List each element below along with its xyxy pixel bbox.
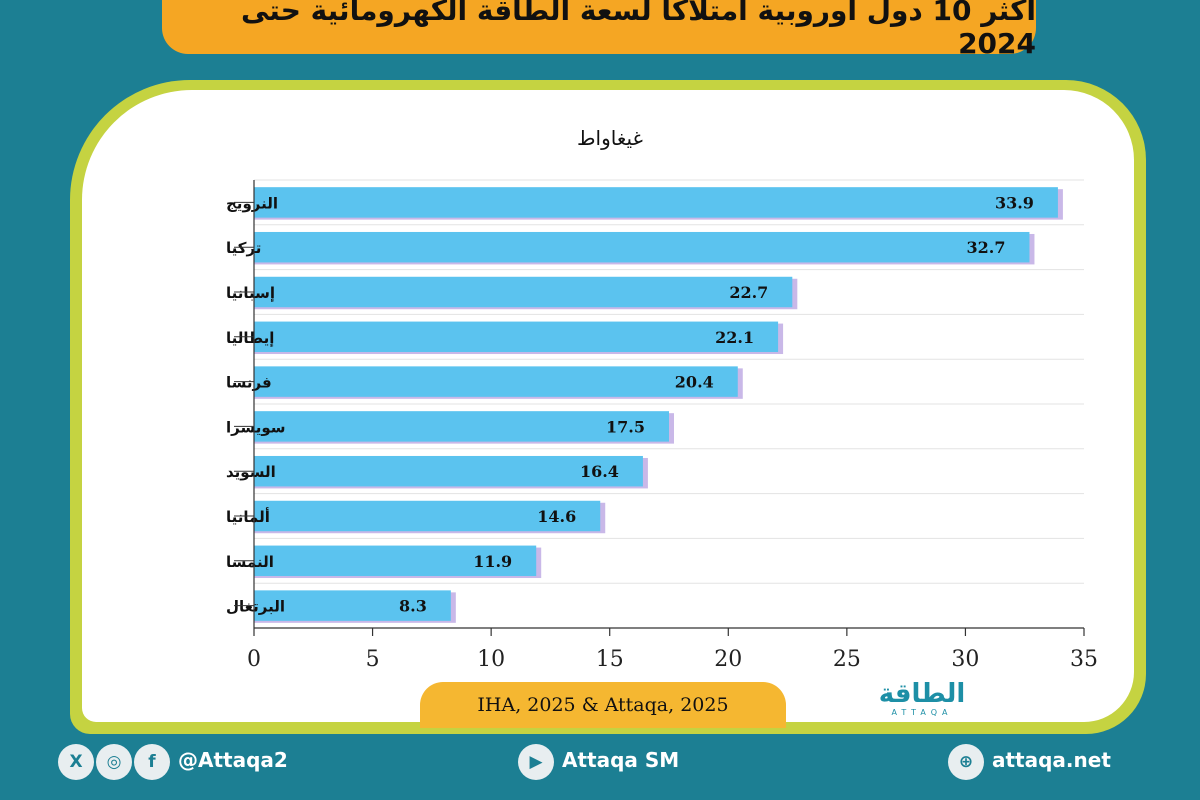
x-tick-label: 5 <box>366 647 380 672</box>
source-text: IHA, 2025 & Attaqa, 2025 <box>477 694 729 716</box>
logo-latin: ATTAQA <box>891 708 953 717</box>
instagram-icon[interactable]: ◎ <box>96 744 132 780</box>
bar <box>254 366 738 397</box>
website-link[interactable]: attaqa.net <box>992 748 1111 772</box>
bar <box>254 187 1058 218</box>
bar <box>254 231 1030 263</box>
value-label: 16.4 <box>580 462 619 481</box>
logo-arabic: الطاقة <box>878 679 966 709</box>
social-handle[interactable]: @Attaqa2 <box>178 748 288 772</box>
x-tick-label: 35 <box>1070 647 1098 672</box>
title-banner: أكثر 10 دول أوروبية امتلاكًا لسعة الطاقة… <box>162 0 1036 60</box>
bar <box>254 545 537 577</box>
x-tick-label: 20 <box>714 647 742 672</box>
youtube-icon[interactable]: ▶ <box>518 744 554 780</box>
unit-label: غيغاواط <box>577 126 643 150</box>
value-label: 33.9 <box>995 193 1034 212</box>
bar <box>254 500 601 532</box>
category-label: النمسا <box>226 553 274 571</box>
value-label: 8.3 <box>399 597 427 616</box>
category-label: تركيا <box>226 239 261 257</box>
chart-title: أكثر 10 دول أوروبية امتلاكًا لسعة الطاقة… <box>240 0 1036 60</box>
x-tick-label: 15 <box>596 647 624 672</box>
source-badge: IHA, 2025 & Attaqa, 2025 <box>420 682 786 728</box>
category-label: النرويج <box>226 194 278 212</box>
category-label: إسبانيا <box>226 284 275 302</box>
bar <box>254 411 669 442</box>
category-label: فرنسا <box>226 374 272 392</box>
value-label: 22.1 <box>715 328 754 347</box>
category-label: البرتغال <box>226 598 285 616</box>
youtube-channel[interactable]: Attaqa SM <box>562 748 680 772</box>
bar <box>254 590 451 621</box>
value-label: 22.7 <box>729 283 768 302</box>
value-label: 20.4 <box>675 373 714 392</box>
footer: X ◎ f @Attaqa2 ▶ Attaqa SM ⊕ attaqa.net <box>0 740 1200 800</box>
bar <box>254 321 779 353</box>
category-label: سويسرا <box>226 418 286 436</box>
x-tick-label: 25 <box>833 647 861 672</box>
value-label: 14.6 <box>537 507 576 526</box>
x-tick-label: 10 <box>477 647 505 672</box>
value-label: 32.7 <box>966 238 1005 257</box>
globe-icon[interactable]: ⊕ <box>948 744 984 780</box>
value-label: 17.5 <box>606 417 645 436</box>
category-label: السويد <box>226 463 276 481</box>
bar <box>254 455 643 487</box>
x-icon[interactable]: X <box>58 744 94 780</box>
bar <box>254 276 793 308</box>
x-tick-label: 30 <box>951 647 979 672</box>
x-tick-label: 0 <box>247 647 261 672</box>
category-label: إيطاليا <box>226 329 274 347</box>
attaqa-logo: الطاقة ATTAQA <box>862 680 982 720</box>
facebook-icon[interactable]: f <box>134 744 170 780</box>
value-label: 11.9 <box>473 552 512 571</box>
